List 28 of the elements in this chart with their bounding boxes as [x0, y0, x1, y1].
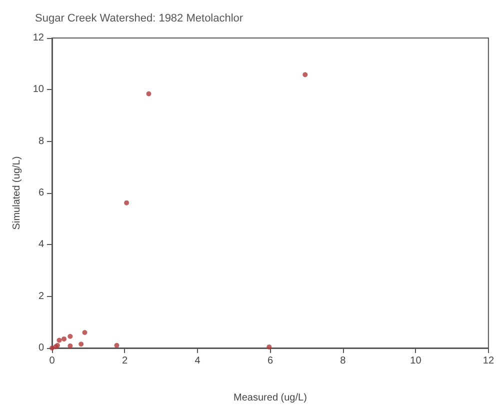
x-tick-label: 8	[340, 356, 346, 366]
point	[82, 330, 88, 335]
y-tick-label: 6	[38, 188, 44, 198]
x-tick-label: 2	[122, 356, 128, 366]
x-tick-label: 6	[267, 356, 274, 366]
y-tick-label: 2	[38, 290, 44, 302]
y-tick-label: 8	[38, 136, 44, 147]
x-tick-label: 0	[49, 356, 56, 366]
point	[62, 336, 66, 342]
x-tick-label: 10	[410, 356, 422, 366]
x-tick-label: 12	[482, 356, 494, 366]
y-tick-label: 0	[38, 342, 44, 354]
chart-title: Sugar Creek Watershed: 1982 Metolachlor	[35, 12, 244, 24]
point	[114, 342, 120, 348]
point	[266, 344, 272, 350]
point	[302, 72, 308, 78]
point	[56, 338, 62, 343]
point	[68, 343, 73, 348]
y-tick-label: 10	[32, 84, 44, 96]
point	[146, 91, 152, 96]
point	[68, 334, 73, 339]
point	[78, 342, 84, 347]
x-axis-title: Measured (ug/L)	[234, 392, 307, 404]
y-tick-label: 12	[32, 32, 44, 44]
point	[124, 200, 130, 206]
y-tick-label: 4	[38, 239, 44, 250]
x-tick-label: 4	[194, 356, 201, 366]
y-axis-title: Simulated (ug/L)	[11, 156, 22, 230]
